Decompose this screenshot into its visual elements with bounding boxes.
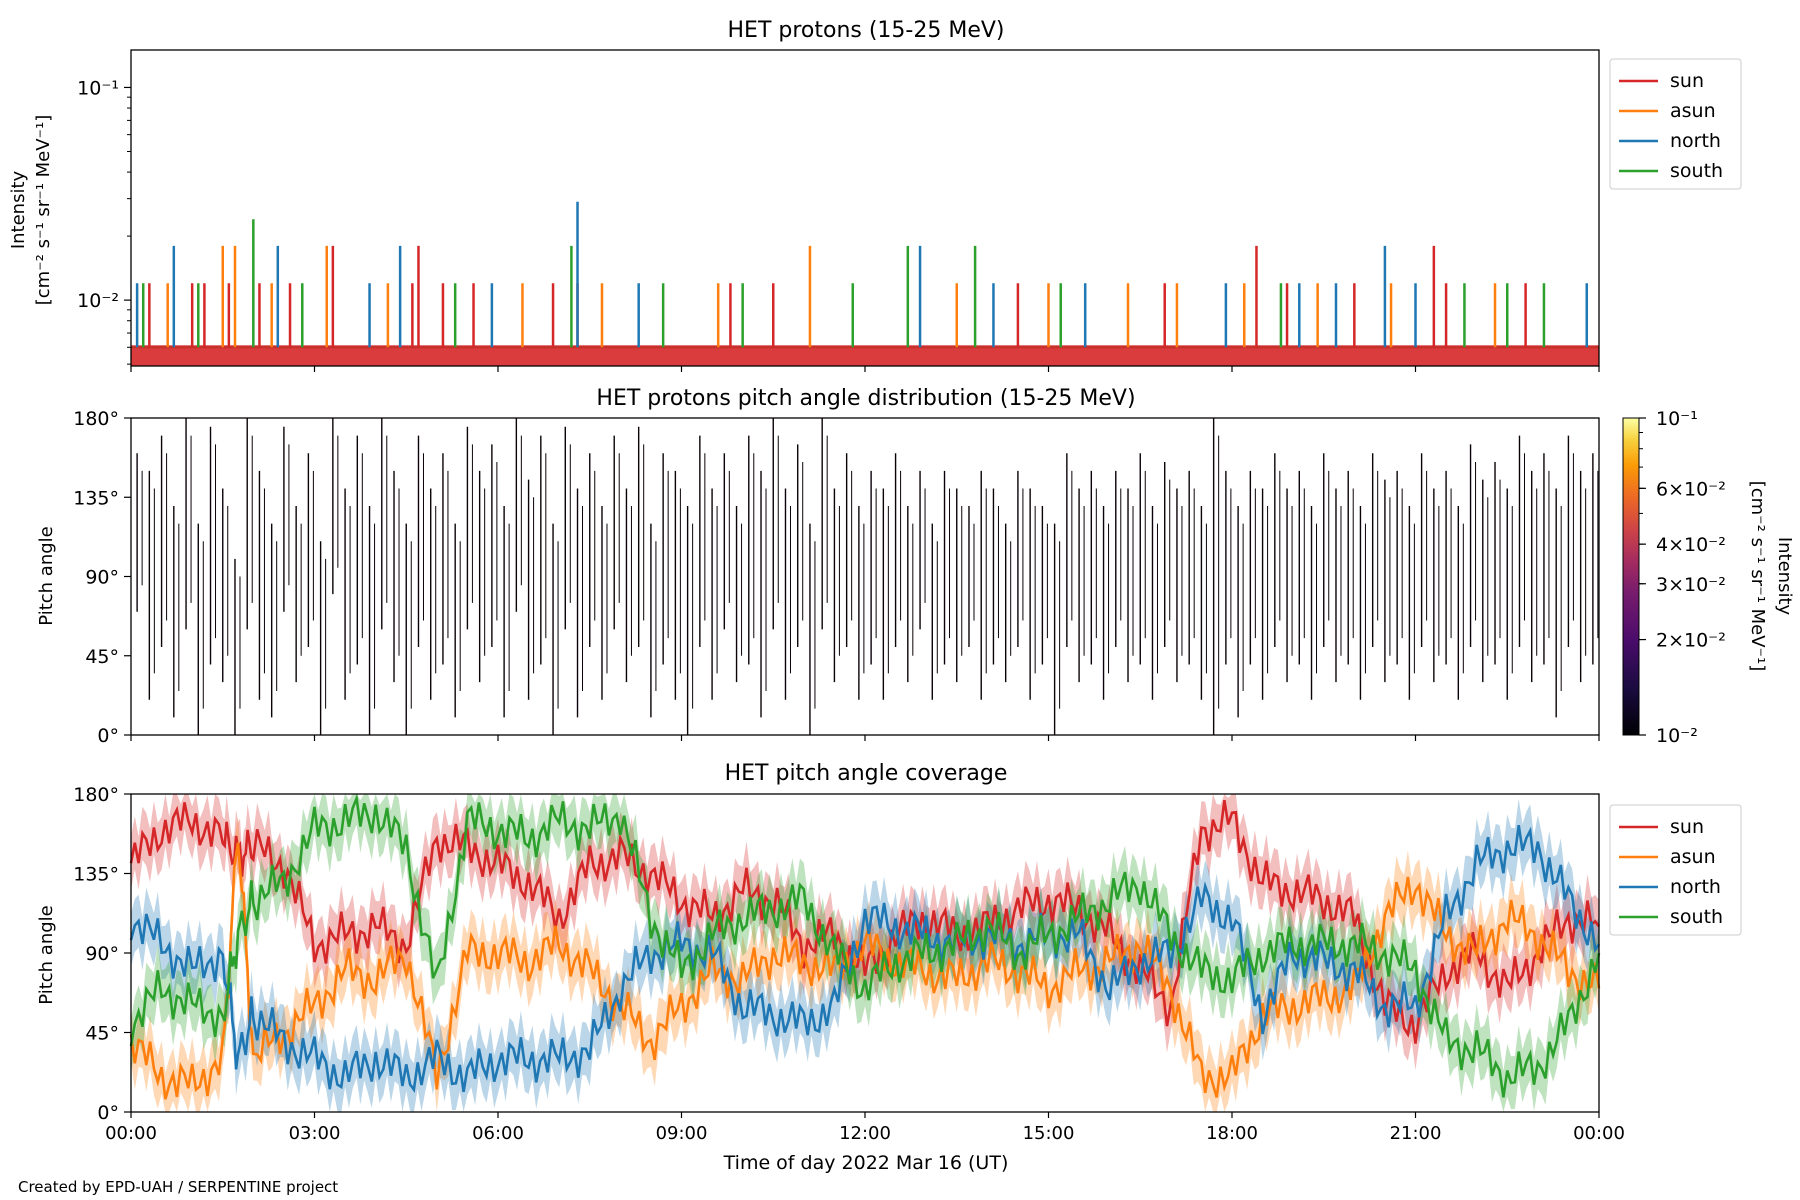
x-tick-label: 18:00: [1206, 1123, 1258, 1144]
y-tick-label: 45°: [85, 646, 119, 668]
legend-label-north: north: [1670, 876, 1721, 898]
coverage-line-north: [129, 825, 1601, 1094]
x-tick-label: 12:00: [839, 1123, 891, 1144]
y-tick-label: 180°: [73, 784, 119, 806]
y-tick-label: 180°: [73, 408, 119, 430]
y-tick-label: 135°: [73, 864, 119, 886]
colorbar-ticks: 10⁻¹ 6×10⁻² 4×10⁻² 3×10⁻² 2×10⁻² 10⁻²: [1639, 408, 1726, 747]
x-tick-label: 00:00: [105, 1123, 157, 1144]
intensity-y-ticks: 10⁻¹ 10⁻²: [77, 77, 131, 365]
pad-ylabel: Pitch angle: [36, 526, 57, 625]
colorbar-tick-label: 10⁻¹: [1656, 408, 1698, 430]
x-tick-label: 00:00: [1573, 1123, 1625, 1144]
pad-x-ticks: [130, 735, 1600, 741]
colorbar-label-line2: [cm⁻² s⁻¹ sr⁻¹ MeV⁻¹]: [1747, 481, 1768, 672]
pad-heatmap-cells: [136, 418, 1599, 735]
x-axis-label: Time of day 2022 Mar 16 (UT): [723, 1152, 1009, 1174]
y-tick-label: 90°: [85, 567, 119, 589]
intensity-ylabel-line1: Intensity: [8, 170, 29, 249]
legend-label-south: south: [1670, 906, 1723, 928]
coverage-panel-title: HET pitch angle coverage: [725, 761, 1008, 786]
colorbar-tick-label: 6×10⁻²: [1656, 478, 1726, 500]
coverage-lines: [129, 793, 1601, 1100]
intensity-panel-title: HET protons (15-25 MeV): [728, 18, 1005, 43]
x-tick-label: 21:00: [1390, 1123, 1442, 1144]
legend-label-north: north: [1670, 130, 1721, 152]
colorbar-tick-label: 2×10⁻²: [1656, 630, 1726, 652]
legend-label-sun: sun: [1670, 70, 1704, 92]
intensity-legend: sun asun north south: [1609, 58, 1742, 190]
pad-panel: HET protons pitch angle distribution (15…: [36, 386, 1795, 747]
coverage-ylabel: Pitch angle: [36, 905, 57, 1004]
pad-y-ticks: 0° 45° 90° 135° 180°: [73, 408, 131, 747]
legend-label-asun: asun: [1670, 846, 1716, 868]
coverage-panel: HET pitch angle coverage Pitch angle 0° 4…: [36, 761, 1742, 1174]
coverage-line-sun: [129, 799, 1601, 1044]
coverage-line-south: [129, 793, 1601, 1098]
legend-box: [1609, 804, 1742, 936]
intensity-plot-frame: [130, 49, 1600, 367]
colorbar: [1622, 417, 1640, 736]
coverage-legend: sun asun north south: [1609, 804, 1742, 936]
intensity-ylabel-line2: [cm⁻² s⁻¹ sr⁻¹ MeV⁻¹]: [33, 115, 54, 306]
x-tick-label: 03:00: [289, 1123, 341, 1144]
coverage-y-ticks: 0° 45° 90° 135° 180°: [73, 784, 131, 1124]
coverage-x-ticks: 00:00 03:00 06:00 09:00 12:00 15:00 18:00 21:00…: [105, 1112, 1625, 1144]
credit-note: Created by EPD-UAH / SERPENTINE project: [18, 1178, 338, 1196]
y-tick-label: 0°: [97, 725, 119, 747]
coverage-band-asun: [131, 816, 1599, 1112]
colorbar-tick-label: 4×10⁻²: [1656, 534, 1726, 556]
y-tick-label: 10⁻¹: [77, 77, 119, 99]
y-tick-label: 0°: [97, 1102, 119, 1124]
y-tick-label: 90°: [85, 943, 119, 965]
pad-panel-title: HET protons pitch angle distribution (15…: [596, 386, 1135, 411]
coverage-band-south: [131, 794, 1599, 1112]
y-tick-label: 135°: [73, 487, 119, 509]
intensity-panel: HET protons (15-25 MeV) Intensity [cm⁻² …: [8, 18, 1742, 372]
x-tick-label: 09:00: [656, 1123, 708, 1144]
legend-label-asun: asun: [1670, 100, 1716, 122]
x-tick-label: 15:00: [1023, 1123, 1075, 1144]
pad-plot-frame: [130, 417, 1600, 736]
y-tick-label: 45°: [85, 1023, 119, 1045]
colorbar-tick-label: 10⁻²: [1656, 725, 1698, 747]
y-tick-label: 10⁻²: [77, 290, 119, 312]
x-tick-label: 06:00: [472, 1123, 524, 1144]
intensity-x-ticks: [130, 366, 1600, 372]
legend-label-sun: sun: [1670, 816, 1704, 838]
intensity-series-group: [131, 201, 1599, 366]
coverage-band-sun: [131, 794, 1599, 1071]
baseline-fill: [131, 345, 1599, 366]
legend-label-south: south: [1670, 160, 1723, 182]
colorbar-label-line1: Intensity: [1774, 537, 1795, 616]
legend-box: [1609, 58, 1742, 190]
colorbar-tick-label: 3×10⁻²: [1656, 574, 1726, 596]
